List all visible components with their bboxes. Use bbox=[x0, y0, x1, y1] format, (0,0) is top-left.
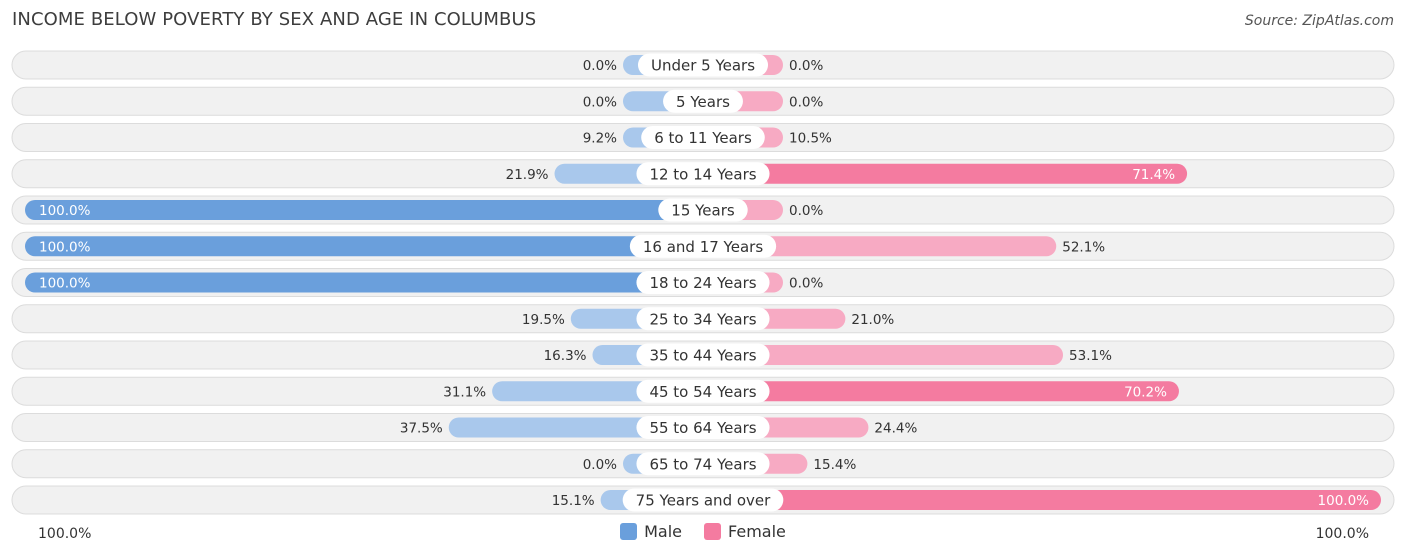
category-pill bbox=[622, 488, 784, 512]
bar-female[interactable] bbox=[703, 236, 1057, 257]
category-pill bbox=[636, 162, 770, 186]
chart-row: 18 to 24 Years 100.0% 0.0% bbox=[11, 268, 1395, 297]
bar-chart: Under 5 Years 0.0% 0.0% 5 Years 0.0% 0.0% 6 to… bbox=[11, 50, 1395, 515]
source-label: Source: ZipAtlas.com bbox=[1244, 13, 1394, 29]
chart-row: 5 Years 0.0% 0.0% bbox=[11, 86, 1395, 116]
bar-female[interactable] bbox=[703, 163, 1188, 184]
bar-female[interactable] bbox=[703, 490, 1381, 510]
bar-female[interactable] bbox=[703, 345, 1064, 365]
value-label-female: 0.0% bbox=[789, 203, 823, 219]
category-label: 75 Years and over bbox=[636, 492, 771, 510]
category-label: 5 Years bbox=[676, 93, 730, 111]
category-pill bbox=[636, 452, 770, 476]
category-pill bbox=[658, 198, 748, 222]
category-label: 55 to 64 Years bbox=[649, 419, 756, 437]
value-label-female: 52.1% bbox=[1062, 239, 1105, 255]
category-label: 45 to 54 Years bbox=[649, 383, 756, 401]
category-label: 6 to 11 Years bbox=[654, 129, 752, 147]
bar-male[interactable] bbox=[25, 272, 703, 293]
chart-row: 16 and 17 Years 100.0% 52.1% bbox=[11, 231, 1395, 261]
chart-row: Under 5 Years 0.0% 0.0% bbox=[11, 50, 1395, 80]
category-pill bbox=[636, 343, 770, 367]
value-label-male: 16.3% bbox=[544, 348, 587, 364]
value-label-female: 0.0% bbox=[789, 58, 823, 74]
bar-female[interactable] bbox=[703, 381, 1179, 402]
value-label-male: 0.0% bbox=[583, 58, 617, 74]
axis-left-label: 100.0% bbox=[38, 526, 92, 542]
legend-swatch-male bbox=[620, 523, 638, 540]
category-pill bbox=[636, 416, 770, 439]
legend-item-female[interactable]: Female bbox=[704, 522, 786, 541]
chart-row: 45 to 54 Years 31.1% 70.2% bbox=[11, 376, 1395, 406]
bar-male[interactable] bbox=[25, 200, 703, 220]
value-label-male: 15.1% bbox=[552, 493, 595, 509]
value-label-female: 0.0% bbox=[789, 94, 823, 110]
chart-row: 12 to 14 Years 21.9% 71.4% bbox=[11, 159, 1395, 189]
chart-row: 6 to 11 Years 9.2% 10.5% bbox=[11, 123, 1395, 152]
legend-swatch-female bbox=[704, 523, 722, 540]
legend: Male Female bbox=[0, 522, 1406, 541]
category-pill bbox=[629, 234, 777, 258]
value-label-male: 100.0% bbox=[39, 239, 91, 255]
value-label-male: 19.5% bbox=[522, 312, 565, 328]
category-pill bbox=[636, 307, 770, 331]
category-label: 25 to 34 Years bbox=[649, 310, 756, 328]
chart-row: 35 to 44 Years 16.3% 53.1% bbox=[11, 340, 1395, 370]
value-label-female: 15.4% bbox=[813, 457, 856, 473]
category-pill bbox=[641, 126, 765, 149]
value-label-male: 0.0% bbox=[583, 94, 617, 110]
value-label-male: 31.1% bbox=[443, 384, 486, 400]
legend-label-male: Male bbox=[644, 522, 683, 541]
category-label: Under 5 Years bbox=[651, 57, 755, 75]
chart-row: 55 to 64 Years 37.5% 24.4% bbox=[11, 413, 1395, 442]
category-pill bbox=[636, 379, 770, 403]
category-label: 15 Years bbox=[671, 202, 735, 220]
axis-right-label: 100.0% bbox=[1315, 526, 1369, 542]
value-label-female: 24.4% bbox=[874, 421, 917, 437]
value-label-female: 53.1% bbox=[1069, 348, 1112, 364]
value-label-female: 100.0% bbox=[1318, 493, 1370, 509]
category-pill bbox=[663, 89, 743, 113]
legend-label-female: Female bbox=[728, 522, 786, 541]
chart-title: INCOME BELOW POVERTY BY SEX AND AGE IN C… bbox=[12, 9, 537, 30]
value-label-female: 0.0% bbox=[789, 276, 823, 292]
value-label-male: 100.0% bbox=[39, 276, 91, 292]
value-label-male: 100.0% bbox=[39, 203, 91, 219]
category-label: 12 to 14 Years bbox=[649, 165, 756, 183]
value-label-male: 9.2% bbox=[583, 131, 617, 147]
value-label-male: 37.5% bbox=[400, 421, 443, 437]
category-label: 16 and 17 Years bbox=[643, 238, 763, 256]
chart-row: 75 Years and over 15.1% 100.0% bbox=[11, 485, 1395, 515]
category-pill bbox=[637, 53, 769, 77]
category-label: 35 to 44 Years bbox=[649, 347, 756, 365]
legend-item-male[interactable]: Male bbox=[620, 522, 682, 541]
bar-male[interactable] bbox=[25, 236, 703, 257]
value-label-female: 10.5% bbox=[789, 131, 832, 147]
category-label: 18 to 24 Years bbox=[649, 274, 756, 292]
chart-row: 65 to 74 Years 0.0% 15.4% bbox=[11, 449, 1395, 479]
chart-row: 25 to 34 Years 19.5% 21.0% bbox=[11, 304, 1395, 334]
value-label-male: 21.9% bbox=[506, 167, 549, 183]
value-label-female: 71.4% bbox=[1132, 167, 1175, 183]
value-label-female: 21.0% bbox=[851, 312, 894, 328]
value-label-male: 0.0% bbox=[583, 457, 617, 473]
chart-row: 15 Years 100.0% 0.0% bbox=[11, 195, 1395, 225]
category-pill bbox=[636, 271, 770, 294]
value-label-female: 70.2% bbox=[1124, 384, 1167, 400]
category-label: 65 to 74 Years bbox=[649, 455, 756, 473]
